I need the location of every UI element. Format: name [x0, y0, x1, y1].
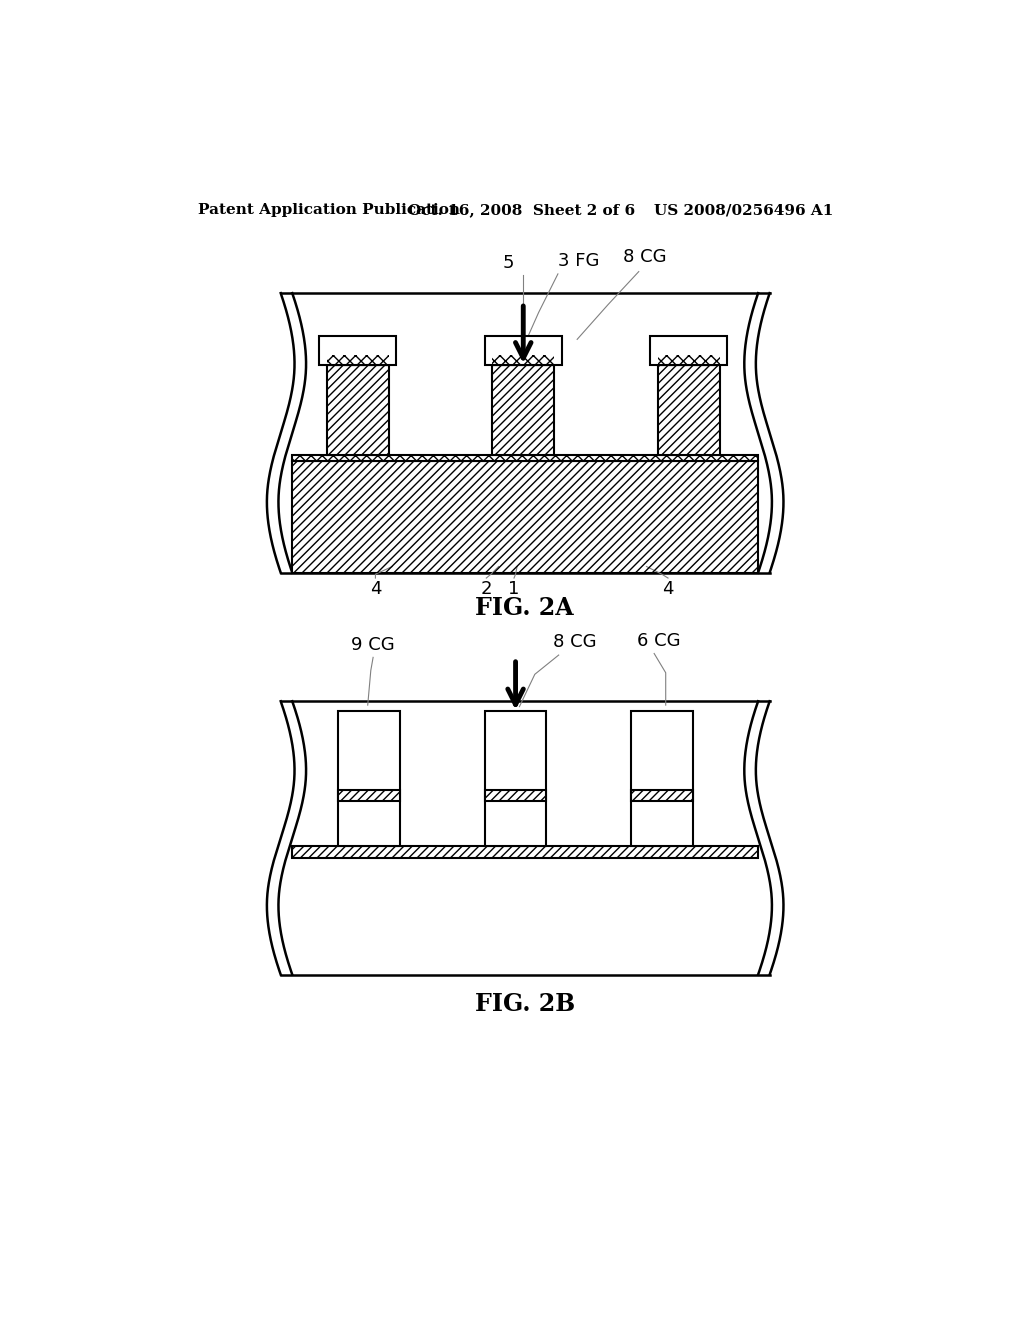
Text: 6 CG: 6 CG	[637, 632, 681, 649]
Bar	[658, 355, 720, 364]
Bar	[339, 789, 400, 801]
Bar	[292, 846, 758, 858]
Text: FIG. 2A: FIG. 2A	[475, 595, 574, 620]
Bar	[292, 461, 758, 573]
Bar	[484, 711, 547, 846]
Text: 1: 1	[508, 581, 520, 598]
Text: 4: 4	[663, 581, 674, 598]
Text: 5: 5	[502, 255, 514, 272]
Bar	[484, 335, 562, 364]
Bar	[292, 455, 758, 461]
Bar	[493, 364, 554, 455]
Bar	[292, 461, 758, 573]
Bar	[484, 789, 547, 801]
Bar	[339, 789, 400, 801]
Bar	[658, 355, 720, 364]
Bar	[327, 355, 388, 364]
Bar	[484, 789, 547, 801]
Bar	[292, 455, 758, 461]
Bar	[327, 364, 388, 455]
Bar	[319, 335, 396, 364]
Bar	[493, 364, 554, 455]
Text: Oct. 16, 2008  Sheet 2 of 6: Oct. 16, 2008 Sheet 2 of 6	[408, 203, 635, 216]
Text: 9 CG: 9 CG	[351, 635, 395, 653]
Bar	[327, 355, 388, 364]
Bar	[339, 711, 400, 846]
Bar	[658, 364, 720, 455]
Text: FIG. 2B: FIG. 2B	[475, 993, 574, 1016]
Text: 8 CG: 8 CG	[624, 248, 667, 267]
Text: 4: 4	[370, 581, 381, 598]
Bar	[493, 355, 554, 364]
Text: US 2008/0256496 A1: US 2008/0256496 A1	[654, 203, 834, 216]
Bar	[493, 355, 554, 364]
Text: Patent Application Publication: Patent Application Publication	[199, 203, 461, 216]
Bar	[631, 789, 692, 801]
Text: 2: 2	[480, 581, 493, 598]
Text: 8 CG: 8 CG	[553, 634, 596, 651]
Bar	[650, 335, 727, 364]
Bar	[631, 789, 692, 801]
Bar	[658, 364, 720, 455]
Text: 3 FG: 3 FG	[558, 252, 599, 271]
Bar	[327, 364, 388, 455]
Bar	[631, 711, 692, 846]
Bar	[292, 846, 758, 858]
